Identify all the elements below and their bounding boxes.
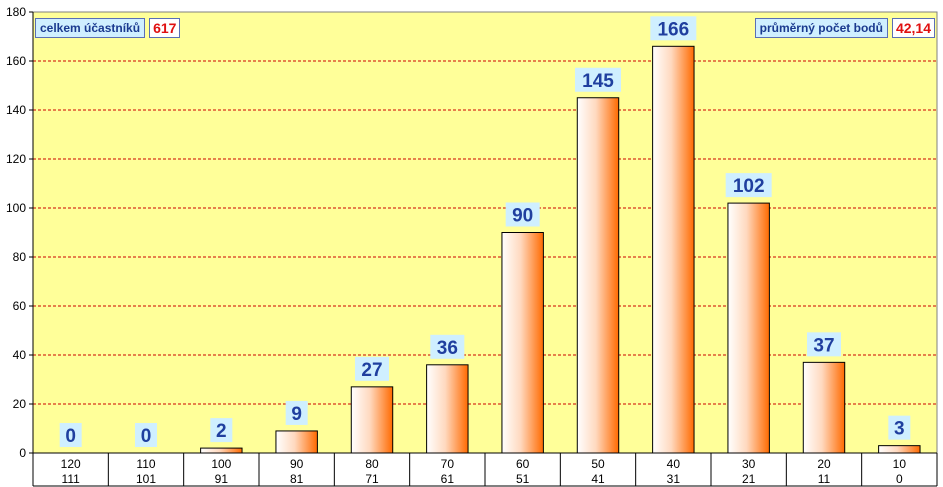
average-value: 42,14 — [891, 18, 935, 38]
data-label-text: 27 — [361, 360, 382, 381]
data-label-background — [888, 415, 911, 440]
x-tick-label-bottom: 71 — [365, 472, 379, 486]
data-label: 9 — [285, 400, 308, 425]
bar — [878, 445, 921, 454]
x-tick-label-top: 30 — [742, 457, 756, 471]
x-tick-label-top: 10 — [893, 457, 907, 471]
data-label-background — [807, 332, 841, 357]
x-tick-label-bottom: 91 — [215, 472, 229, 486]
data-label: 166 — [650, 16, 697, 41]
plot-area — [32, 11, 938, 454]
data-label: 90 — [505, 202, 540, 227]
y-tick-label: 160 — [6, 54, 26, 68]
data-label-text: 166 — [657, 19, 689, 40]
y-tick-label: 180 — [6, 5, 26, 19]
average-box: průměrný počet bodů 42,14 — [754, 18, 935, 38]
x-tick-label-bottom: 51 — [516, 472, 530, 486]
bar — [576, 97, 620, 454]
gridlines — [33, 60, 937, 405]
x-tick-label-top: 100 — [211, 457, 231, 471]
data-label-text: 145 — [582, 71, 614, 92]
bar — [200, 447, 243, 454]
x-tick-label-bottom: 31 — [667, 472, 681, 486]
y-tick-label: 20 — [13, 397, 27, 411]
x-tick-label-top: 70 — [441, 457, 455, 471]
x-tick-label-bottom: 21 — [742, 472, 756, 486]
x-tick-label-top: 40 — [667, 457, 681, 471]
bar — [426, 364, 469, 454]
data-label: 37 — [807, 332, 841, 357]
data-label-background — [650, 16, 697, 41]
x-tick-label-bottom: 11 — [818, 472, 831, 486]
bar — [727, 202, 770, 454]
data-label: 0 — [135, 423, 157, 447]
data-label-text: 0 — [141, 426, 152, 447]
y-tick-label: 100 — [6, 201, 26, 215]
y-axis: 0 20 40 60 80 100 120 140 160 180 — [6, 5, 34, 460]
bar — [802, 361, 846, 454]
data-label: 36 — [430, 334, 465, 359]
data-label-background — [355, 356, 389, 381]
data-label-text: 3 — [894, 419, 905, 440]
data-label: 0 — [59, 423, 82, 447]
data-label-text: 9 — [291, 404, 302, 425]
y-tick-label: 60 — [13, 299, 27, 313]
y-tick-label: 40 — [13, 348, 27, 362]
x-tick-label-top: 80 — [365, 457, 379, 471]
data-label-background — [59, 423, 82, 447]
bars — [200, 45, 921, 454]
x-tick-label-bottom: 61 — [441, 472, 455, 486]
data-label-background — [135, 423, 157, 447]
bar — [652, 45, 695, 454]
y-tick-label: 80 — [13, 250, 27, 264]
data-label-text: 0 — [65, 426, 76, 447]
x-axis: 1201111101011009190818071706160515041403… — [32, 452, 938, 487]
data-label: 102 — [725, 173, 772, 198]
data-label: 2 — [210, 418, 233, 443]
data-label-text: 90 — [512, 206, 533, 227]
x-tick-label-top: 120 — [61, 457, 81, 471]
data-label-text: 102 — [733, 176, 765, 197]
data-label-background — [575, 67, 621, 92]
bar — [275, 430, 318, 454]
x-tick-label-bottom: 0 — [896, 472, 903, 486]
data-label-text: 2 — [216, 421, 227, 442]
bar — [501, 232, 544, 454]
data-label-background — [210, 418, 233, 443]
y-tick-label: 0 — [19, 446, 26, 460]
x-tick-label-top: 110 — [136, 457, 155, 471]
average-label: průměrný počet bodů — [754, 18, 888, 38]
participants-label: celkem účastníků — [35, 18, 146, 38]
data-label-text: 36 — [437, 338, 458, 359]
x-tick-label-bottom: 41 — [591, 472, 605, 486]
x-tick-label-bottom: 101 — [136, 472, 156, 486]
data-label-background — [505, 202, 540, 227]
data-label-background — [725, 173, 772, 198]
x-tick-label-top: 50 — [591, 457, 605, 471]
bar — [350, 386, 394, 454]
data-label-background — [430, 334, 465, 359]
y-tick-label: 140 — [6, 103, 26, 117]
x-tick-label-bottom: 111 — [62, 472, 81, 486]
x-tick-label-top: 60 — [516, 457, 530, 471]
data-label: 145 — [575, 67, 621, 92]
participants-value: 617 — [149, 18, 181, 38]
data-label-background — [285, 400, 308, 425]
x-tick-label-top: 90 — [290, 457, 304, 471]
participants-box: celkem účastníků 617 — [35, 18, 181, 38]
data-labels: 0 0 2 9 27 36 90 145 166 102 37 3 — [59, 16, 911, 447]
x-tick-label-top: 20 — [817, 457, 831, 471]
data-label: 27 — [355, 356, 389, 381]
data-label-text: 37 — [813, 335, 834, 356]
x-tick-label-bottom: 81 — [290, 472, 304, 486]
data-label: 3 — [888, 415, 911, 440]
y-tick-label: 120 — [6, 152, 26, 166]
